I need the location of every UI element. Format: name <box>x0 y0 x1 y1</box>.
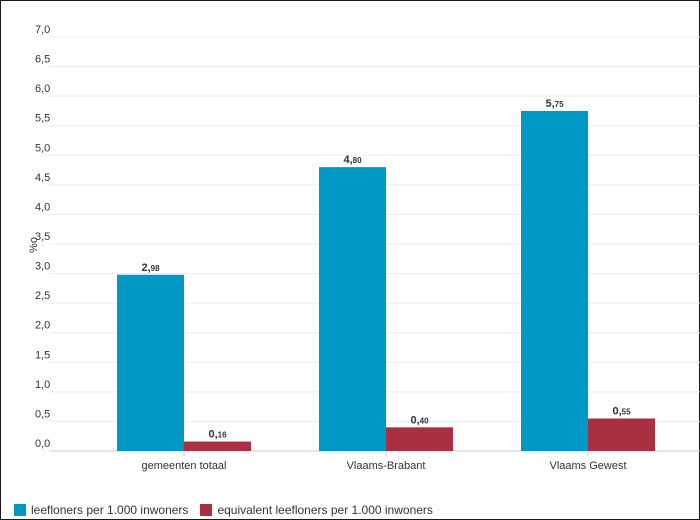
y-tick-label: 1,5 <box>35 349 50 361</box>
y-tick-label: 2,5 <box>35 290 50 302</box>
x-category-label: Vlaams Gewest <box>549 460 626 472</box>
y-tick-label: 2,0 <box>35 320 50 332</box>
legend-label-equivalent-leefloners: equivalent leefloners per 1.000 inwoners <box>217 503 433 517</box>
y-tick-label: 0,5 <box>35 408 50 420</box>
y-tick-label: 5,0 <box>35 142 50 154</box>
y-tick-label: 4,0 <box>35 201 50 213</box>
legend-item-equivalent-leefloners[interactable]: equivalent leefloners per 1.000 inwoners <box>200 503 433 517</box>
bar-leefloners[interactable] <box>117 274 184 451</box>
y-tick-label: 7,0 <box>35 24 50 36</box>
x-category-label: Vlaams-Brabant <box>347 460 426 472</box>
y-tick-label: 3,0 <box>35 261 50 273</box>
legend-swatch-equivalent-leefloners <box>200 504 213 516</box>
y-tick-label: 3,5 <box>35 231 50 243</box>
bar-equivalent-leefloners[interactable] <box>588 418 655 451</box>
data-label: 5,75 <box>545 98 564 110</box>
data-label: 0,40 <box>410 414 429 426</box>
legend-item-leefloners[interactable]: leefloners per 1.000 inwoners <box>14 503 188 517</box>
legend-swatch-leefloners <box>14 504 26 516</box>
y-tick-label: 6,0 <box>35 83 50 95</box>
data-label: 0,55 <box>612 405 631 417</box>
data-label: 0,16 <box>208 429 227 441</box>
y-tick-label: 4,5 <box>35 172 50 184</box>
bar-leefloners[interactable] <box>319 167 386 451</box>
bar-chart: 0,0 0,5 1,0 1,5 2,0 2,5 3,0 3,5 4,0 4,5 5,0 5,5 6,0 6… <box>28 24 700 472</box>
y-tick-label: 1,0 <box>35 379 50 391</box>
data-label: 4,80 <box>343 154 362 166</box>
bar-leefloners[interactable] <box>521 110 588 451</box>
bar-equivalent-leefloners[interactable] <box>184 441 251 451</box>
bar-equivalent-leefloners[interactable] <box>386 427 453 451</box>
legend-label-leefloners: leefloners per 1.000 inwoners <box>31 503 189 517</box>
y-tick-label: 0,0 <box>35 438 50 450</box>
x-category-label: gemeenten totaal <box>141 460 226 472</box>
data-label: 2,98 <box>141 262 160 274</box>
y-tick-label: 5,5 <box>35 113 50 125</box>
y-axis-label: %o <box>28 237 40 253</box>
y-tick-label: 6,5 <box>35 54 50 66</box>
legend: leefloners per 1.000 inwoners equivalent… <box>14 502 445 518</box>
